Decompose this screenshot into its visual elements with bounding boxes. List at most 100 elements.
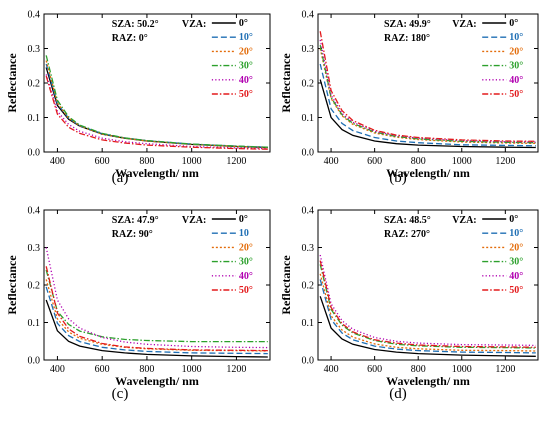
- y-tick-label: 0.2: [302, 79, 315, 90]
- series-line-30: [319, 44, 536, 144]
- series-line-20: [319, 48, 536, 145]
- chart-panel-c: 0.0 0.1 0.2 0.3 0.4 400 600 800 1000 1200 Waveleng…: [5, 206, 271, 402]
- x-tick-label: 1000: [182, 364, 202, 375]
- legend-entry-label: 50°: [239, 285, 253, 296]
- legend-entry-label: 20°: [509, 46, 523, 57]
- y-tick-label: 0.3: [28, 44, 41, 55]
- legend-entry-label: 20°: [239, 46, 253, 57]
- legend-entry-label: 10°: [239, 32, 253, 43]
- y-tick-label: 0.0: [28, 356, 41, 367]
- x-tick-label: 800: [139, 364, 154, 375]
- legend-entry-label: 30°: [509, 257, 523, 268]
- sza-annotation: SZA: 47.9°: [112, 215, 159, 226]
- chart-panel-b: 0.0 0.1 0.2 0.3 0.4 400 600 800 1000 1200 Waveleng…: [279, 10, 539, 186]
- y-tick-label: 0.0: [302, 356, 315, 367]
- x-tick-label: 400: [324, 364, 339, 375]
- series-line-30: [45, 269, 268, 343]
- y-tick-label: 0.3: [302, 44, 315, 55]
- series-line-10: [319, 63, 536, 147]
- y-axis-label: Reflectance: [279, 255, 293, 315]
- legend-entry-label: 20°: [509, 242, 523, 253]
- series-line-0: [319, 79, 536, 149]
- sza-annotation: SZA: 48.5°: [384, 215, 431, 226]
- x-tick-label: 1000: [452, 156, 472, 167]
- legend-title: VZA:: [452, 19, 476, 30]
- series-line-0: [45, 67, 268, 149]
- raz-annotation: RAZ: 0°: [112, 33, 148, 44]
- legend-entry-label: 50°: [239, 89, 253, 100]
- x-tick-label: 1200: [495, 364, 515, 375]
- y-tick-label: 0.0: [302, 148, 315, 159]
- y-axis-label: Reflectance: [5, 53, 19, 113]
- series-line-0: [319, 296, 536, 357]
- y-tick-label: 0.4: [28, 10, 41, 21]
- legend-entry-label: 20°: [239, 242, 253, 253]
- series-line-50: [319, 31, 536, 142]
- legend-entry-label: 50°: [509, 285, 523, 296]
- y-tick-label: 0.2: [28, 281, 41, 292]
- legend-entry-label: 40°: [509, 75, 523, 86]
- x-tick-label: 800: [139, 156, 154, 167]
- panel-caption: (c): [112, 386, 129, 402]
- series-group: [45, 55, 268, 150]
- raz-annotation: RAZ: 180°: [384, 33, 430, 44]
- legend-entry-label: 30°: [509, 61, 523, 72]
- series-line-40: [45, 74, 268, 150]
- panel-caption: (d): [389, 386, 407, 402]
- x-tick-label: 600: [95, 364, 110, 375]
- legend-entry-label: 0°: [239, 18, 248, 29]
- x-tick-label: 800: [411, 364, 426, 375]
- series-line-10: [45, 63, 268, 148]
- x-tick-label: 600: [95, 156, 110, 167]
- legend-entry-label: 40°: [239, 75, 253, 86]
- legend-entry-label: 30°: [239, 257, 253, 268]
- y-axis-label: Reflectance: [279, 53, 293, 113]
- x-tick-label: 400: [50, 156, 65, 167]
- x-tick-label: 1200: [226, 364, 246, 375]
- legend-entry-label: 10°: [509, 32, 523, 43]
- legend-entry-label: 0°: [509, 18, 518, 29]
- x-tick-label: 400: [50, 364, 65, 375]
- legend-title: VZA:: [182, 215, 206, 226]
- y-tick-label: 0.0: [28, 148, 41, 159]
- series-line-10: [319, 279, 536, 354]
- series-line-10: [45, 286, 268, 355]
- x-tick-label: 1200: [226, 156, 246, 167]
- y-tick-label: 0.2: [302, 281, 315, 292]
- y-tick-label: 0.1: [302, 318, 315, 329]
- legend-entry-label: 30°: [239, 61, 253, 72]
- sza-annotation: SZA: 50.2°: [112, 19, 159, 30]
- series-line-50: [319, 260, 536, 348]
- x-tick-label: 800: [411, 156, 426, 167]
- x-tick-label: 600: [367, 156, 382, 167]
- series-group: [319, 254, 536, 357]
- legend-entry-label: 10: [239, 228, 249, 239]
- y-tick-label: 0.2: [28, 79, 41, 90]
- legend-entry-label: 40°: [509, 271, 523, 282]
- series-line-0: [45, 299, 268, 358]
- y-tick-label: 0.3: [302, 243, 315, 254]
- x-axis-label: Wavelength/ nm: [386, 166, 470, 180]
- legend-entry-label: 0°: [239, 214, 248, 225]
- chart-panel-d: 0.0 0.1 0.2 0.3 0.4 400 600 800 1000 1200 Waveleng…: [279, 206, 539, 402]
- panel-caption: (a): [112, 170, 129, 186]
- raz-annotation: RAZ: 270°: [384, 229, 430, 240]
- y-axis-label: Reflectance: [5, 255, 19, 315]
- series-line-50: [45, 75, 268, 150]
- series-line-40: [319, 39, 536, 143]
- series-line-30: [319, 264, 536, 349]
- x-axis-label: Wavelength/ nm: [386, 374, 470, 388]
- raz-annotation: RAZ: 90°: [112, 229, 153, 240]
- series-group: [319, 31, 536, 149]
- panel-caption: (b): [389, 170, 407, 186]
- series-line-30: [45, 55, 268, 148]
- series-group: [45, 247, 268, 358]
- x-axis-label: Wavelength/ nm: [115, 166, 199, 180]
- x-axis-label: Wavelength/ nm: [115, 374, 199, 388]
- series-line-20: [45, 60, 268, 149]
- y-tick-label: 0.1: [302, 113, 315, 124]
- legend-entry-label: 50°: [509, 89, 523, 100]
- legend-entry-label: 0°: [509, 214, 518, 225]
